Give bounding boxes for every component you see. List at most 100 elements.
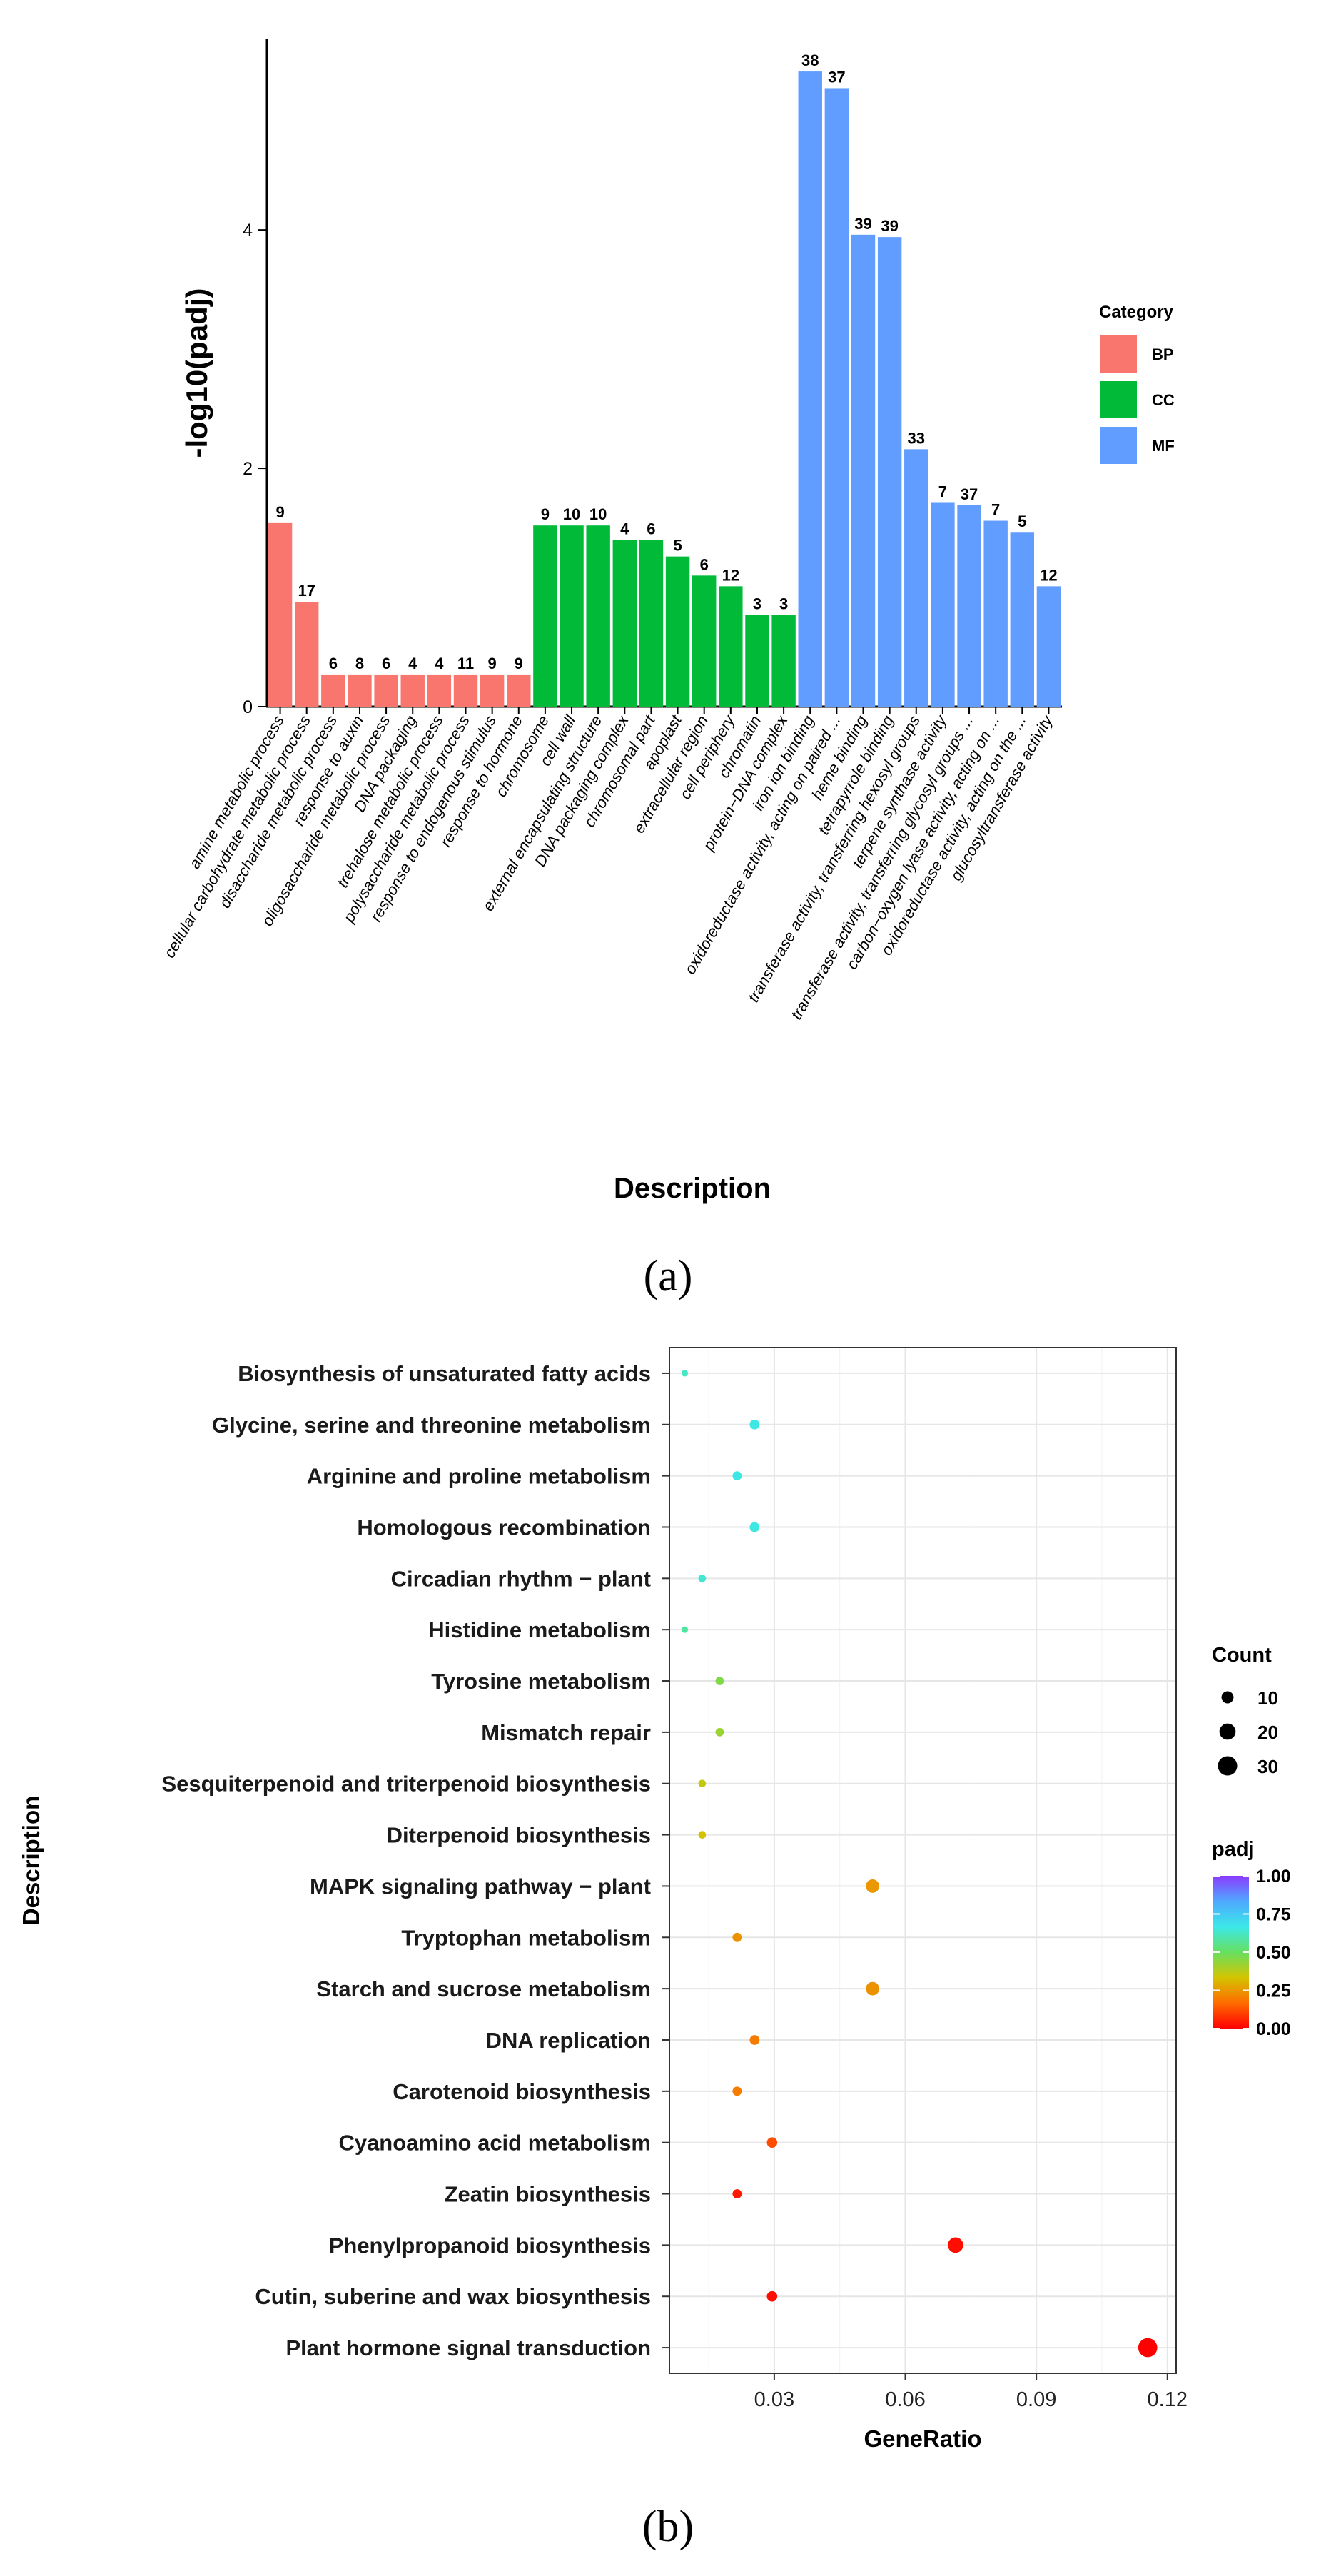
x-tick-label: 0.03 xyxy=(754,2388,794,2411)
bar-dna-packaging-complex xyxy=(612,540,637,707)
category-legend: Category BP CC MF xyxy=(1099,303,1175,464)
bar-count-label: 39 xyxy=(881,217,898,235)
y-tick-label: 4 xyxy=(243,221,253,241)
bar-transferase-activity-transferring-hexosyl-groups xyxy=(904,449,928,707)
bar-oligosaccharide-metabolic-process xyxy=(374,674,398,707)
bar-chromosomal-part xyxy=(639,540,664,707)
point-plant-hormone-signal-transduction xyxy=(1138,2338,1158,2358)
point-diterpenoid-biosynthesis xyxy=(698,1831,707,1839)
y-tick-label: Glycine, serine and threonine metabolism xyxy=(212,1413,651,1438)
bar-response-to-hormone xyxy=(507,674,531,707)
bar-count-label: 9 xyxy=(275,503,284,521)
bar-response-to-auxin xyxy=(348,674,372,707)
panel-label-b: (b) xyxy=(642,2502,694,2551)
bar-count-label: 9 xyxy=(515,655,523,672)
bar-count-label: 4 xyxy=(408,655,418,672)
y-tick-label: Tyrosine metabolism xyxy=(431,1669,651,1694)
bar-count-label: 6 xyxy=(382,655,390,672)
point-carotenoid-biosynthesis xyxy=(732,2086,742,2096)
bar-count-label: 33 xyxy=(908,429,925,447)
bar-count-label: 10 xyxy=(563,505,580,523)
bar-heme-binding xyxy=(851,234,876,707)
legend-label-mf: MF xyxy=(1152,437,1175,455)
bar-cellular-carbohydrate-metabolic-process xyxy=(294,602,319,707)
bar-polysaccharide-metabolic-process xyxy=(453,674,478,707)
bar-oxidoreductase-activity-acting-on-paired xyxy=(824,88,849,707)
y-tick-label: Cutin, suberine and wax biosynthesis xyxy=(255,2284,651,2309)
point-mapk-signaling-pathway-plant xyxy=(866,1879,880,1893)
bar-count-label: 6 xyxy=(700,555,709,573)
padj-legend-label: 0.50 xyxy=(1256,1943,1291,1963)
legend-label-cc: CC xyxy=(1152,391,1175,409)
y-tick-label: Biosynthesis of unsaturated fatty acids xyxy=(238,1361,651,1386)
bar-count-label: 12 xyxy=(722,566,739,584)
bar-count-label: 17 xyxy=(298,582,315,600)
legend-title: Category xyxy=(1099,303,1174,322)
bar-count-label: 8 xyxy=(355,655,364,672)
point-tryptophan-metabolism xyxy=(732,1932,742,1942)
bar-chromatin xyxy=(745,615,769,707)
bar-count-label: 11 xyxy=(457,655,474,672)
plot-panel xyxy=(669,1348,1176,2373)
y-tick-label: Cyanoamino acid metabolism xyxy=(338,2131,651,2156)
plot-border xyxy=(669,1347,1177,2374)
count-legend-dot xyxy=(1219,1723,1236,1740)
bar-glucosyltransferase-activity xyxy=(1036,586,1061,707)
x-tick-label: 0.06 xyxy=(885,2388,925,2411)
count-legend-dot xyxy=(1218,1756,1238,1776)
legend-key-bp xyxy=(1100,335,1137,373)
point-biosynthesis-of-unsaturated-fatty-acids xyxy=(681,1370,689,1377)
bar-count-label: 3 xyxy=(753,595,761,612)
point-cutin-suberine-and-wax-biosynthesis xyxy=(766,2290,778,2302)
bar-count-label: 6 xyxy=(647,520,655,537)
bar-extracellular-region xyxy=(692,575,717,707)
dot-plot-kegg-enrichment: Biosynthesis of unsaturated fatty acids G… xyxy=(18,1347,1291,2551)
point-histidine-metabolism xyxy=(681,1626,689,1633)
padj-legend-label: 0.25 xyxy=(1256,1981,1291,2001)
bar-tetrapyrrole-binding xyxy=(877,237,902,707)
x-axis-title: Description xyxy=(614,1173,771,1204)
point-cyanoamino-acid-metabolism xyxy=(766,2137,778,2148)
point-circadian-rhythm-plant xyxy=(698,1575,707,1582)
bar-carbon-oxygen-lyase-activity-acting-on xyxy=(983,520,1008,707)
bar-external-encapsulating-structure xyxy=(586,525,610,707)
point-tyrosine-metabolism xyxy=(715,1677,724,1685)
padj-legend-label: 1.00 xyxy=(1256,1867,1291,1886)
bar-count-label: 9 xyxy=(541,505,550,523)
bar-terpene-synthase-activity xyxy=(931,502,955,707)
legend-key-mf xyxy=(1100,427,1137,464)
bar-trehalose-metabolic-process xyxy=(427,674,452,707)
y-tick-label: DNA replication xyxy=(486,2028,651,2053)
bar-response-to-endogenous-stimulus xyxy=(480,674,505,707)
bar-count-label: 3 xyxy=(779,595,788,612)
count-legend: Count 10 20 30 xyxy=(1212,1644,1278,1777)
point-zeatin-biosynthesis xyxy=(732,2189,742,2198)
point-dna-replication xyxy=(749,2035,760,2045)
padj-legend-title: padj xyxy=(1212,1838,1255,1861)
point-glycine-serine-and-threonine-metabolism xyxy=(749,1419,760,1430)
panel-label-a: (a) xyxy=(644,1252,693,1300)
count-legend-label: 10 xyxy=(1257,1687,1278,1709)
count-legend-label: 20 xyxy=(1257,1722,1278,1743)
y-tick-label: Carotenoid biosynthesis xyxy=(393,2079,651,2104)
padj-legend-label: 0.00 xyxy=(1256,2019,1291,2039)
x-axis-title: GeneRatio xyxy=(864,2425,981,2452)
bar-count-label: 5 xyxy=(1018,512,1026,530)
y-tick-label: Circadian rhythm − plant xyxy=(391,1566,651,1591)
point-mismatch-repair xyxy=(715,1727,724,1737)
bar-count-label: 38 xyxy=(801,51,819,69)
bar-count-label: 7 xyxy=(991,501,1000,519)
x-tick-label: cellular carbohydrate metabolic process xyxy=(161,712,314,961)
y-axis-title: -log10(padj) xyxy=(180,288,213,458)
bar-iron-ion-binding xyxy=(798,71,822,707)
bar-cell-wall xyxy=(560,525,584,707)
bar-count-label: 4 xyxy=(435,655,444,672)
bar-cell-periphery xyxy=(719,586,743,707)
point-arginine-and-proline-metabolism xyxy=(732,1471,742,1481)
y-tick-label: Sesquiterpenoid and triterpenoid biosynt… xyxy=(161,1772,651,1797)
x-tick-label: 0.09 xyxy=(1016,2388,1056,2411)
y-tick-label: MAPK signaling pathway − plant xyxy=(310,1874,651,1899)
